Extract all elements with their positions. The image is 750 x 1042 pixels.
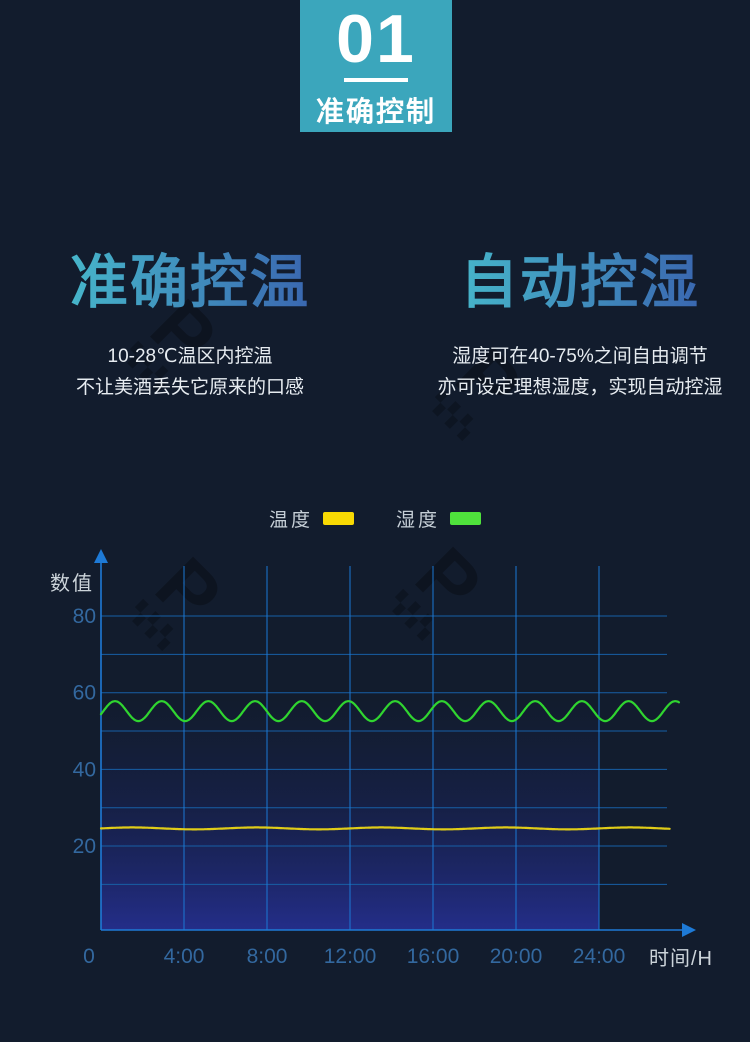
legend-item-humidity: 湿度: [396, 505, 482, 532]
x-tick-label: 12:00: [324, 945, 377, 968]
section-number: 01: [336, 1, 416, 77]
x-tick-label: 24:00: [573, 945, 626, 968]
feature-desc-temperature-line1: 10-28℃温区内控温: [107, 346, 273, 367]
description-row: 10-28℃温区内控温 不让美酒丢失它原来的口感 湿度可在40-75%之间自由调…: [0, 341, 750, 411]
badge-divider: [344, 78, 408, 82]
feature-title-humidity: 自动控湿: [459, 250, 700, 315]
line-chart: 20 40 60 80 0 4:00 8:00 12:00 16:00 20:00 24:00: [73, 549, 696, 968]
x-tick-label: 0: [83, 945, 95, 968]
legend-label-humidity: 湿度: [396, 510, 441, 531]
series-line-湿度: [99, 700, 680, 723]
y-axis-label: 数值: [50, 573, 94, 595]
y-axis-arrow-icon: [94, 549, 108, 563]
headline-row: 准确控温 自动控湿: [0, 250, 750, 320]
x-tick-label: 16:00: [407, 945, 460, 968]
x-axis-label: 时间/H: [649, 948, 713, 970]
section-title: 准确控制: [315, 96, 436, 127]
legend-item-temperature: 温度: [269, 505, 354, 532]
x-tick-label: 8:00: [247, 945, 288, 968]
y-tick-label: 60: [73, 682, 96, 705]
legend-swatch-temperature: [323, 512, 354, 525]
series-line-温度: [99, 826, 671, 831]
feature-desc-humidity-line2: 亦可设定理想湿度，实现自动控湿: [437, 377, 723, 398]
section-badge: 01 准确控制: [300, 0, 452, 132]
feature-desc-temperature-line2: 不让美酒丢失它原来的口感: [75, 377, 304, 398]
feature-title-temperature: 准确控温: [69, 250, 310, 315]
legend-label-temperature: 温度: [268, 510, 313, 531]
x-axis-arrow-icon: [682, 923, 696, 937]
x-tick-label: 4:00: [164, 945, 205, 968]
feature-desc-humidity-line1: 湿度可在40-75%之间自由调节: [452, 346, 708, 367]
y-tick-label: 40: [73, 758, 96, 781]
x-tick-label: 20:00: [490, 945, 543, 968]
chart-legend: 温度 湿度: [0, 505, 750, 532]
y-tick-label: 80: [73, 605, 96, 628]
y-tick-label: 20: [73, 835, 96, 858]
legend-swatch-humidity: [450, 512, 482, 525]
